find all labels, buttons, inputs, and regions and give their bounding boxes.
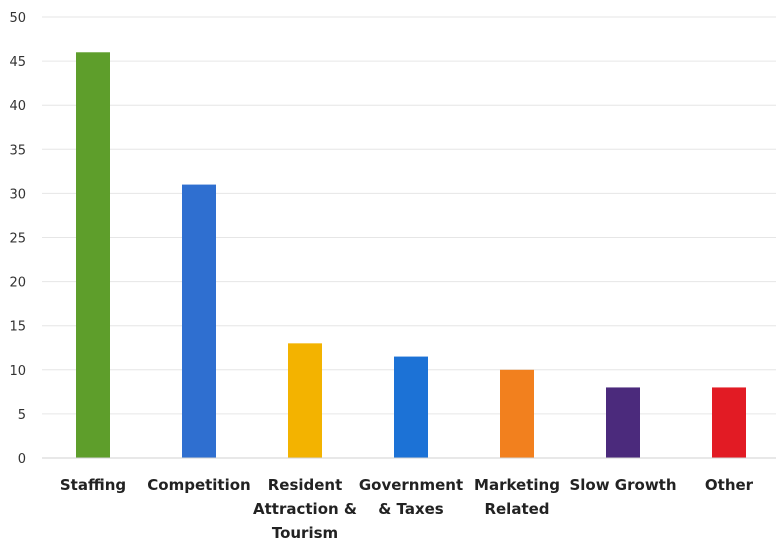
bar-0 [76, 52, 110, 458]
x-tick-label: Resident Attraction & Tourism [253, 476, 357, 538]
x-tick-label-line: Government [359, 476, 463, 494]
y-tick-label: 15 [9, 320, 26, 335]
gridlines [42, 16, 776, 415]
x-tick-label: Government & Taxes [359, 476, 463, 518]
bar-4 [500, 369, 534, 458]
x-tick-label-line: Slow Growth [569, 476, 676, 494]
y-tick-label: 10 [9, 364, 26, 379]
x-tick-label-line: Attraction & [253, 500, 357, 518]
x-tick-label: Slow Growth [569, 476, 676, 494]
y-tick-label: 45 [9, 55, 26, 70]
y-tick-label: 35 [9, 143, 26, 158]
bar-3 [394, 356, 428, 458]
y-tick-label: 5 [18, 408, 26, 423]
x-tick-label: Other [705, 476, 754, 494]
x-tick-label-line: Tourism [272, 524, 338, 538]
y-tick-label: 40 [9, 99, 26, 114]
bar-6 [712, 387, 746, 458]
y-tick-label: 0 [18, 452, 26, 467]
x-tick-label-line: Other [705, 476, 754, 494]
bar-1 [182, 184, 216, 458]
x-tick-label: Marketing Related [474, 476, 560, 518]
y-tick-label: 20 [9, 276, 26, 291]
y-tick-label: 25 [9, 232, 26, 247]
x-tick-label: Staffing [60, 476, 126, 494]
x-tick-label-line: & Taxes [378, 500, 444, 518]
y-tick-label: 30 [9, 187, 26, 202]
x-tick-label-line: Resident [268, 476, 343, 494]
bars [76, 52, 746, 458]
y-axis-ticks: 0 5 10 15 20 25 30 35 40 45 50 [9, 11, 26, 467]
x-axis-labels: Staffing Competition Resident Attraction & T… [60, 476, 754, 538]
x-tick-label-line: Related [484, 500, 549, 518]
y-tick-label: 50 [9, 11, 26, 26]
x-tick-label: Competition [147, 476, 250, 494]
x-tick-label-line: Competition [147, 476, 250, 494]
bar-2 [288, 343, 322, 458]
x-tick-label-line: Staffing [60, 476, 126, 494]
bar-5 [606, 387, 640, 458]
x-tick-label-line: Marketing [474, 476, 560, 494]
